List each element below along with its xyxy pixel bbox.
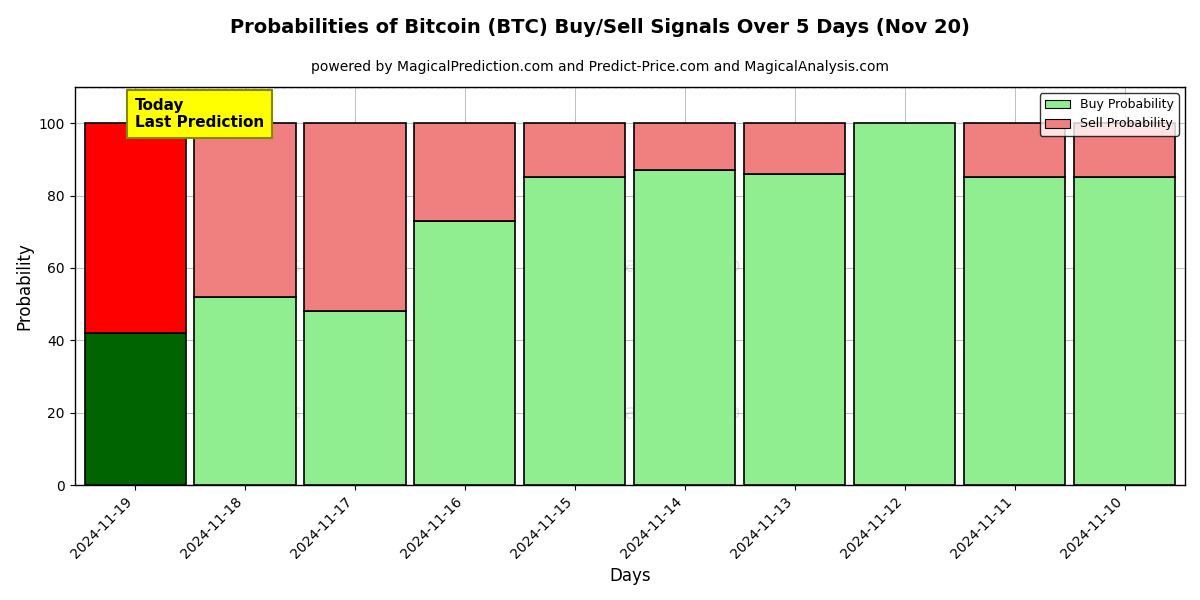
Bar (1074, 178, 1175, 485)
Y-axis label: Probability: Probability (16, 242, 34, 330)
Bar (744, 174, 845, 485)
Bar (1074, 123, 1175, 178)
Bar (194, 123, 295, 297)
Bar (964, 178, 1066, 485)
Bar (414, 123, 516, 221)
Text: Probabilities of Bitcoin (BTC) Buy/Sell Signals Over 5 Days (Nov 20): Probabilities of Bitcoin (BTC) Buy/Sell … (230, 18, 970, 37)
Bar (414, 221, 516, 485)
Bar (305, 123, 406, 311)
Bar (744, 123, 845, 174)
Text: Today
Last Prediction: Today Last Prediction (136, 98, 264, 130)
Bar (524, 178, 625, 485)
Bar (964, 123, 1066, 178)
Bar (84, 333, 186, 485)
Bar (84, 123, 186, 333)
X-axis label: Days: Days (610, 567, 650, 585)
Text: calAnalysis.co: calAnalysis.co (196, 403, 353, 424)
Text: calAnalysis.co: calAnalysis.co (196, 256, 353, 276)
Text: MagicalPrediction.com: MagicalPrediction.com (560, 403, 810, 424)
Bar (194, 297, 295, 485)
Text: MagicalPrediction.com: MagicalPrediction.com (560, 256, 810, 276)
Bar (635, 123, 736, 170)
Bar (305, 311, 406, 485)
Text: powered by MagicalPrediction.com and Predict-Price.com and MagicalAnalysis.com: powered by MagicalPrediction.com and Pre… (311, 60, 889, 74)
Bar (854, 123, 955, 485)
Bar (524, 123, 625, 178)
Legend: Buy Probability, Sell Probability: Buy Probability, Sell Probability (1040, 93, 1178, 136)
Bar (635, 170, 736, 485)
